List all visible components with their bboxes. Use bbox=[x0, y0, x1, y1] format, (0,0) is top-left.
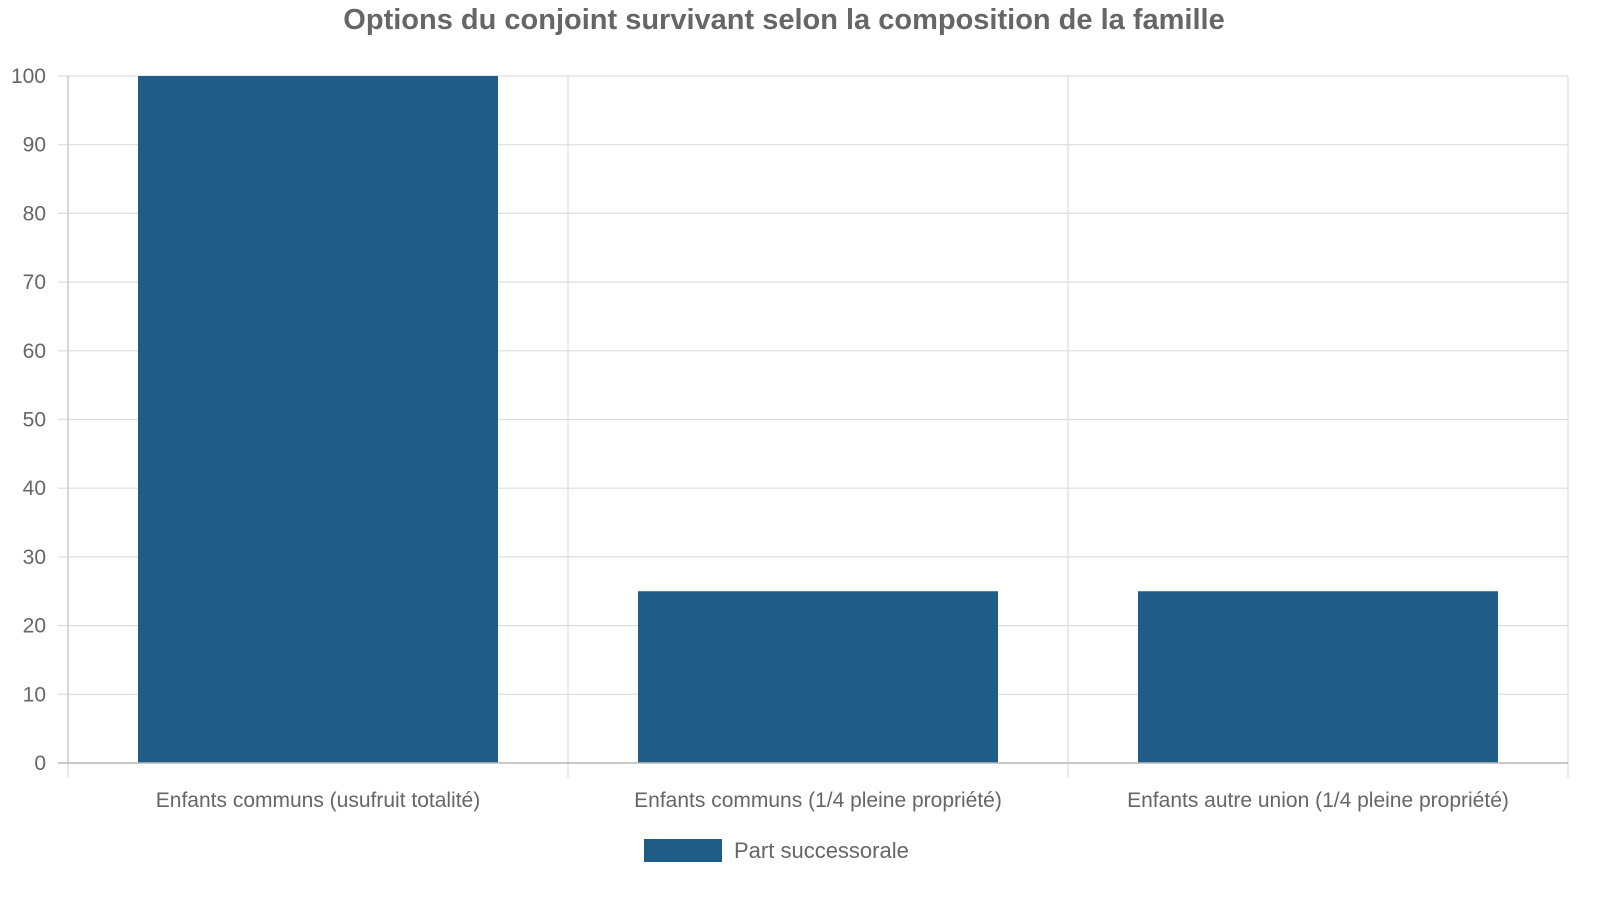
bar bbox=[138, 76, 498, 763]
y-tick-label: 80 bbox=[23, 202, 46, 225]
bar bbox=[638, 591, 998, 763]
y-tick-label: 50 bbox=[23, 409, 46, 432]
bar bbox=[1138, 591, 1498, 763]
y-tick-label: 20 bbox=[23, 615, 46, 638]
x-tick-label: Enfants communs (1/4 pleine propriété) bbox=[634, 789, 1002, 812]
legend: Part successorale bbox=[644, 838, 909, 863]
legend-swatch bbox=[644, 839, 722, 862]
y-tick-label: 100 bbox=[11, 65, 46, 88]
legend-label: Part successorale bbox=[734, 838, 909, 863]
y-tick-label: 10 bbox=[23, 683, 46, 706]
y-tick-label: 70 bbox=[23, 271, 46, 294]
x-tick-label: Enfants autre union (1/4 pleine propriét… bbox=[1127, 789, 1509, 812]
x-axis-tick-labels: Enfants communs (usufruit totalité) Enfan… bbox=[156, 789, 1509, 812]
chart-title: Options du conjoint survivant selon la c… bbox=[343, 4, 1225, 36]
y-tick-label: 60 bbox=[23, 340, 46, 363]
y-tick-label: 0 bbox=[34, 752, 46, 775]
x-tick-label: Enfants communs (usufruit totalité) bbox=[156, 789, 480, 812]
y-tick-label: 40 bbox=[23, 477, 46, 500]
axes bbox=[58, 76, 1568, 764]
bars bbox=[138, 76, 1498, 763]
y-tick-label: 30 bbox=[23, 546, 46, 569]
y-axis-tick-labels: 0 10 20 30 40 50 60 70 80 90 100 bbox=[11, 65, 46, 775]
y-tick-label: 90 bbox=[23, 134, 46, 157]
